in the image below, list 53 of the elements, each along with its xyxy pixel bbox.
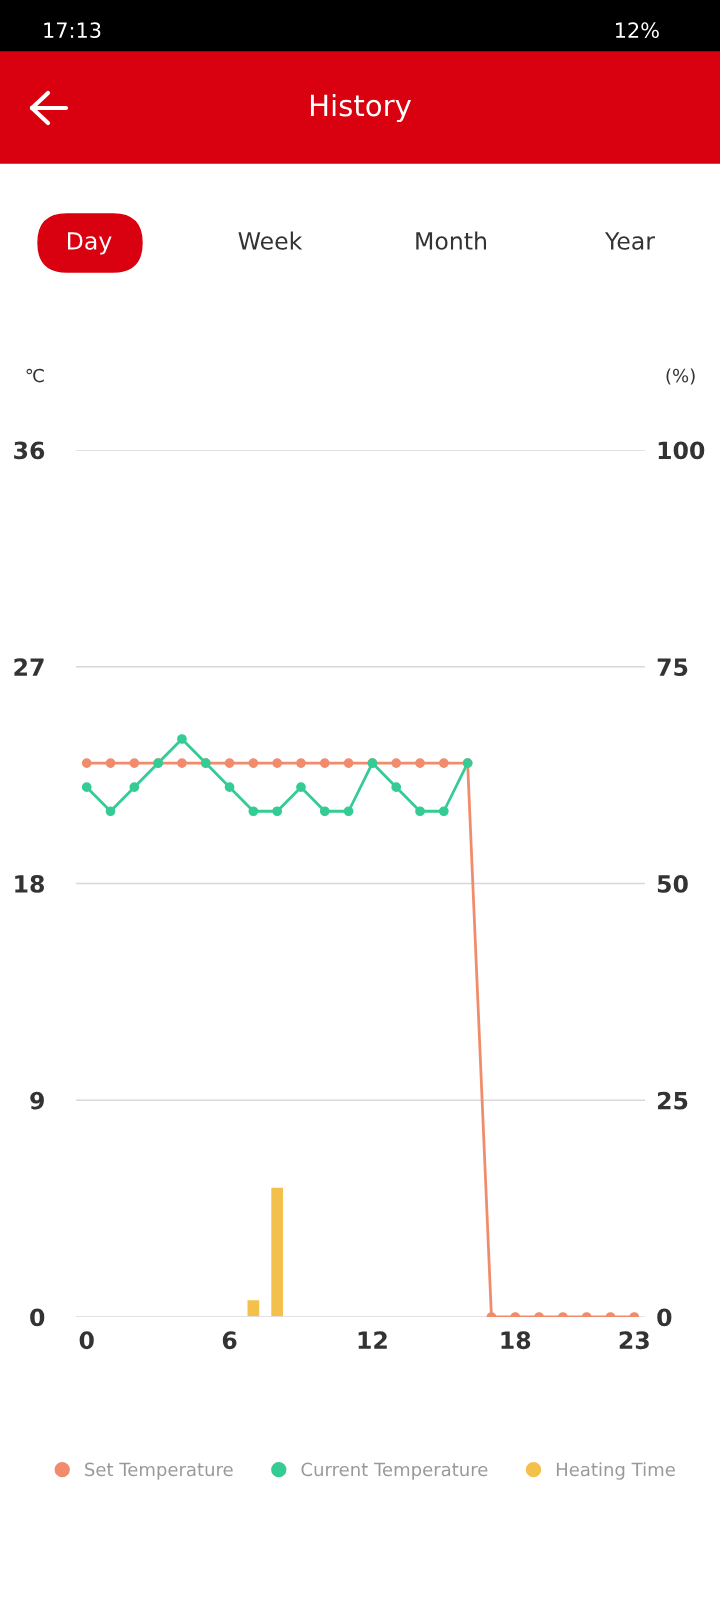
x-tick-label: 6 [222,1331,237,1350]
point [81,782,92,793]
text: Day [68,232,112,255]
point [248,758,259,768]
text: 17:13 [44,22,101,39]
x-tick-label: 23 [619,1331,649,1350]
y-tick-label: 27 [14,658,44,676]
point [81,758,92,768]
x-tick-label: 18 [501,1331,531,1350]
chart-title: History [310,93,412,123]
y-tick-label: 0 [30,1308,45,1327]
point [343,806,354,817]
point [415,806,425,817]
y2-tick-label: 50 [657,874,688,893]
point [177,734,187,744]
point [272,806,283,817]
point [248,806,259,817]
y2-tick-label: 0 [657,1308,672,1327]
point [272,758,283,768]
point [438,806,449,817]
point [177,758,187,768]
y2-tick-label: 100 [658,441,705,460]
x-tick-label: 12 [358,1331,387,1349]
point [343,758,354,768]
text: Week [238,231,303,250]
y-tick-label: 9 [30,1091,44,1110]
text: Month [416,231,486,250]
y-axis-title: ℃ [26,368,44,383]
point [391,758,402,768]
text: 12% [615,22,659,39]
point [105,806,116,817]
point [129,758,140,768]
point [391,782,402,793]
point [319,758,330,768]
y2-tick-label: 75 [657,658,688,677]
y-tick-label: 18 [15,874,44,893]
y2-tick-label: 25 [657,1091,688,1110]
y2-axis-title: (%) [666,368,695,385]
legend-label: Heating Time [556,1462,675,1480]
point [296,782,306,793]
point [224,758,235,768]
text: Year [604,232,655,250]
point [129,782,140,793]
legend-label: Current Temperature [301,1462,488,1480]
point [296,758,306,768]
x-tick-label: 0 [79,1331,94,1350]
point [415,758,425,768]
point [224,782,235,793]
point [319,806,330,817]
point [105,758,116,768]
y-tick-label: 36 [14,441,45,460]
legend-label: Set Temperature [85,1462,233,1480]
point [438,758,449,768]
